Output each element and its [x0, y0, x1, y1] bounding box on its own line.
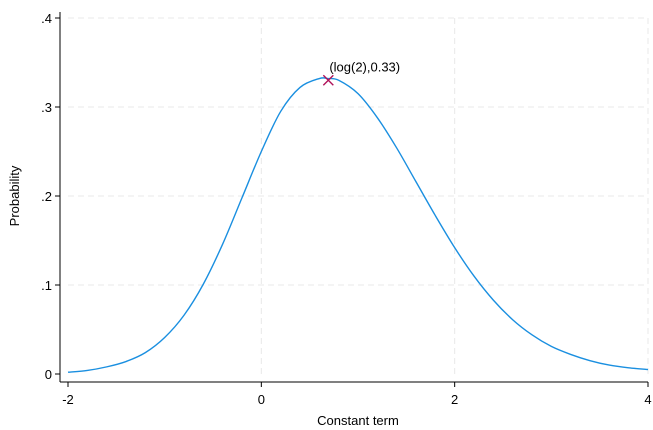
y-axis-title: Probability	[7, 165, 22, 226]
x-tick-label-0: -2	[62, 392, 74, 407]
annotation-label-0: (log(2),0.33)	[329, 59, 400, 74]
x-axis-title: Constant term	[317, 413, 399, 428]
annotation-layer: (log(2),0.33)	[322, 59, 400, 86]
axes-layer: 0 .1 .2 .3 .4 -2 0 2 4	[41, 11, 651, 407]
y-tick-label-4: .4	[41, 11, 52, 26]
grid-layer	[68, 17, 649, 374]
y-tick-label-3: .3	[41, 100, 52, 115]
x-tick-label-2: 2	[451, 392, 458, 407]
series-layer	[67, 77, 649, 373]
annotation-marker-0	[322, 74, 334, 86]
x-tick-label-1: 0	[258, 392, 265, 407]
series-line-0	[67, 77, 649, 373]
y-tick-label-0: 0	[45, 367, 52, 382]
y-tick-label-1: .1	[41, 278, 52, 293]
x-tick-label-3: 4	[644, 392, 651, 407]
y-tick-label-2: .2	[41, 189, 52, 204]
